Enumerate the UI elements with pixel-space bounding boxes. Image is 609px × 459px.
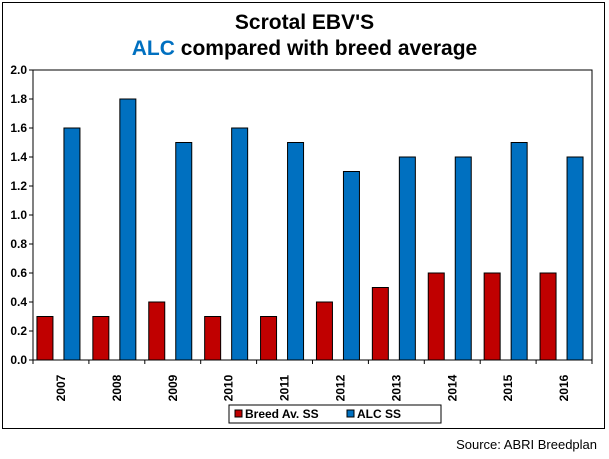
- x-tick-label: 2011: [278, 375, 292, 401]
- y-tick-label: 1.2: [10, 179, 27, 193]
- bar-alc: [454, 156, 472, 361]
- x-tick-label: 2015: [501, 374, 515, 401]
- bar-alc: [342, 171, 360, 361]
- legend-label: ALC SS: [357, 407, 401, 421]
- chart-title: Scrotal EBV'S ALC compared with breed av…: [0, 10, 609, 62]
- bar-breed-avg: [204, 316, 222, 361]
- x-tick-label: 2007: [54, 374, 68, 401]
- y-tick-label: 1.8: [10, 92, 27, 106]
- title-line2: ALC compared with breed average: [0, 36, 609, 62]
- x-tick-label: 2009: [166, 374, 180, 401]
- bar-alc: [398, 156, 416, 361]
- x-tick-label: 2008: [110, 374, 124, 401]
- legend-swatch: [234, 409, 243, 418]
- bar-alc: [175, 142, 193, 361]
- legend-label: Breed Av. SS: [245, 407, 319, 421]
- source-note: Source: ABRI Breedplan: [456, 437, 597, 452]
- bar-breed-avg: [371, 287, 389, 361]
- bar-breed-avg: [36, 316, 54, 361]
- y-tick-label: 0.2: [10, 324, 27, 338]
- x-tick-label: 2010: [222, 374, 236, 401]
- bar-alc: [287, 142, 305, 361]
- bar-breed-avg: [92, 316, 110, 361]
- bar-alc: [119, 98, 137, 361]
- bar-alc: [231, 127, 249, 361]
- bar-breed-avg: [148, 301, 166, 361]
- bar-breed-avg: [315, 301, 333, 361]
- y-tick-label: 1.4: [10, 150, 27, 164]
- title-line1: Scrotal EBV'S: [234, 11, 375, 34]
- y-tick-label: 0.6: [10, 266, 27, 280]
- y-tick-label: 0.0: [10, 353, 27, 367]
- y-tick-label: 1.6: [10, 121, 27, 135]
- title-rest: compared with breed average: [174, 37, 478, 60]
- y-tick-label: 2.0: [10, 63, 27, 77]
- bar-alc: [510, 142, 528, 361]
- legend: [228, 404, 442, 424]
- bar-breed-avg: [539, 272, 557, 361]
- bar-breed-avg: [427, 272, 445, 361]
- bar-alc: [63, 127, 81, 361]
- bar-alc: [566, 156, 584, 361]
- x-tick-label: 2016: [557, 374, 571, 401]
- x-tick-label: 2013: [389, 374, 403, 401]
- x-tick-label: 2012: [333, 374, 347, 401]
- bar-breed-avg: [260, 316, 278, 361]
- legend-swatch: [346, 409, 355, 418]
- x-tick-label: 2014: [445, 374, 459, 401]
- bar-breed-avg: [483, 272, 501, 361]
- title-accent: ALC: [131, 37, 175, 60]
- y-tick-label: 0.4: [10, 295, 27, 309]
- plot-area: [32, 69, 593, 361]
- y-tick-label: 1.0: [10, 208, 27, 222]
- y-tick-label: 0.8: [10, 237, 27, 251]
